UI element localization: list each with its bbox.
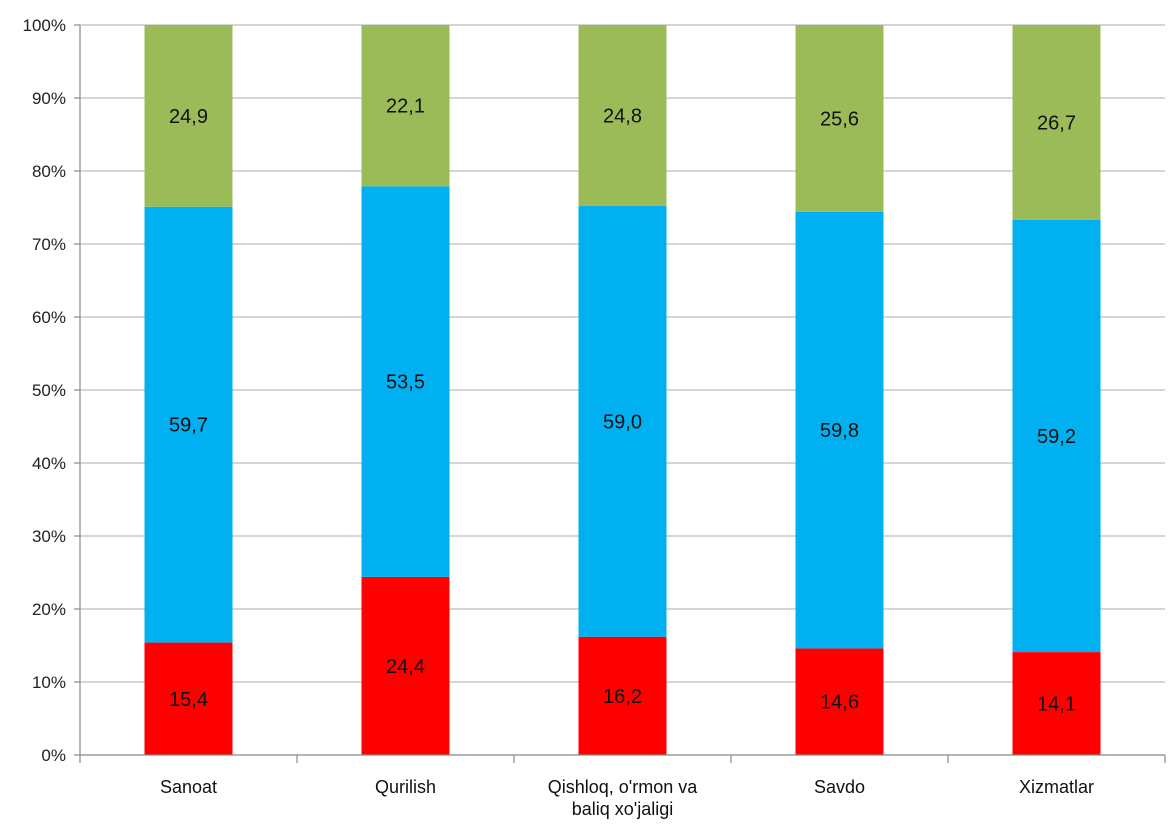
- y-tick-label: 40%: [32, 454, 66, 473]
- y-tick-label: 60%: [32, 308, 66, 327]
- bar-segment: [361, 186, 450, 577]
- y-tick-label: 50%: [32, 381, 66, 400]
- y-tick-label: 80%: [32, 162, 66, 181]
- data-label: 15,4: [169, 689, 208, 711]
- x-category-label: Sanoat: [160, 777, 217, 797]
- data-label: 24,8: [603, 106, 642, 128]
- bar-segment: [795, 25, 884, 212]
- bars: [144, 25, 1101, 755]
- data-label: 22,1: [386, 96, 425, 118]
- bar-segment: [361, 25, 450, 187]
- data-label: 14,6: [820, 692, 859, 714]
- data-label: 25,6: [820, 108, 859, 130]
- bar-segment: [144, 206, 233, 643]
- bar-segment: [144, 25, 233, 207]
- x-category-label: Qurilish: [375, 777, 436, 797]
- bar-segment: [1012, 219, 1101, 653]
- x-category-label: Savdo: [814, 777, 865, 797]
- y-tick-label: 0%: [41, 746, 66, 765]
- data-label: 59,7: [169, 415, 208, 437]
- bar-segment: [578, 206, 667, 637]
- bar-segment: [578, 636, 667, 755]
- bar-segment: [795, 211, 884, 649]
- x-category-label: Qishloq, o'rmon va baliq xo'jaligi: [548, 777, 698, 819]
- y-tick-label: 30%: [32, 527, 66, 546]
- y-tick-label: 70%: [32, 235, 66, 254]
- bar-segment: [144, 642, 233, 755]
- y-tick-label: 100%: [23, 16, 66, 35]
- data-labels: 15,4 59,7 24,9 24,4 53,5 22,1 16,2 59,0 24,8 14,6…: [169, 96, 1076, 716]
- bar-segment: [361, 576, 450, 755]
- bar-segment: [578, 25, 667, 207]
- data-label: 59,0: [603, 411, 642, 433]
- axes: 0% 10% 20% 30% 40% 50% 60% 70% 80% 90% 100% Sanoat Q…: [23, 16, 1166, 819]
- data-label: 24,4: [386, 656, 425, 678]
- bar-segment: [795, 648, 884, 755]
- data-label: 26,7: [1037, 112, 1076, 134]
- data-label: 16,2: [603, 686, 642, 708]
- y-tick-label: 20%: [32, 600, 66, 619]
- bar-segment: [1012, 25, 1101, 220]
- y-tick-label: 10%: [32, 673, 66, 692]
- bar-segment: [1012, 652, 1101, 755]
- data-label: 24,9: [169, 106, 208, 128]
- y-tick-label: 90%: [32, 89, 66, 108]
- x-category-label: Xizmatlar: [1019, 777, 1094, 797]
- data-label: 14,1: [1037, 694, 1076, 716]
- data-label: 59,2: [1037, 426, 1076, 448]
- data-label: 53,5: [386, 372, 425, 394]
- data-label: 59,8: [820, 420, 859, 442]
